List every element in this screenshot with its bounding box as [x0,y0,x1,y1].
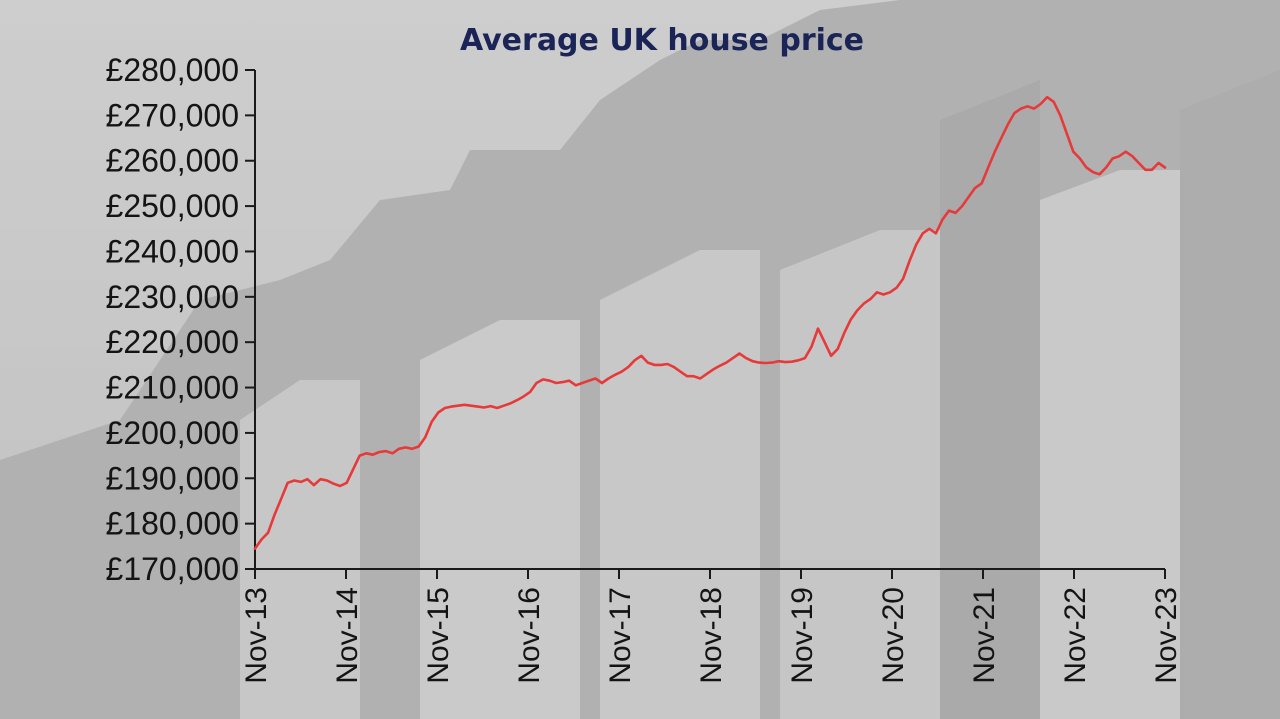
x-tick-label: Nov-23 [1150,587,1183,684]
x-tick-label: Nov-14 [331,587,364,684]
y-axis-ticks: £170,000 £180,000 £190,000 £200,000 £210,000… [106,52,255,587]
x-tick-label: Nov-22 [1059,587,1092,684]
y-tick-label: £180,000 [106,506,239,542]
x-tick-label: Nov-18 [695,587,728,684]
x-tick-label: Nov-21 [968,587,1001,684]
y-tick-label: £280,000 [106,52,239,88]
x-tick-label: Nov-16 [513,587,546,684]
x-tick-label: Nov-15 [422,587,455,684]
y-tick-label: £210,000 [106,370,239,406]
x-tick-label: Nov-13 [240,587,273,684]
chart-title: Average UK house price [460,23,864,58]
y-tick-label: £250,000 [106,188,239,224]
y-tick-label: £170,000 [106,551,239,587]
x-axis-ticks: Nov-13 Nov-14 Nov-15 Nov-16 Nov-17 Nov-18 Nov-… [240,569,1183,684]
y-tick-label: £260,000 [106,143,239,179]
y-tick-label: £230,000 [106,279,239,315]
y-tick-label: £200,000 [106,415,239,451]
x-tick-label: Nov-17 [604,587,637,684]
series-line [253,95,1167,550]
y-tick-label: £220,000 [106,324,239,360]
y-tick-label: £190,000 [106,460,239,496]
x-tick-label: Nov-19 [786,587,819,684]
y-tick-label: £270,000 [106,97,239,133]
x-tick-label: Nov-20 [877,587,910,684]
y-tick-label: £240,000 [106,233,239,269]
